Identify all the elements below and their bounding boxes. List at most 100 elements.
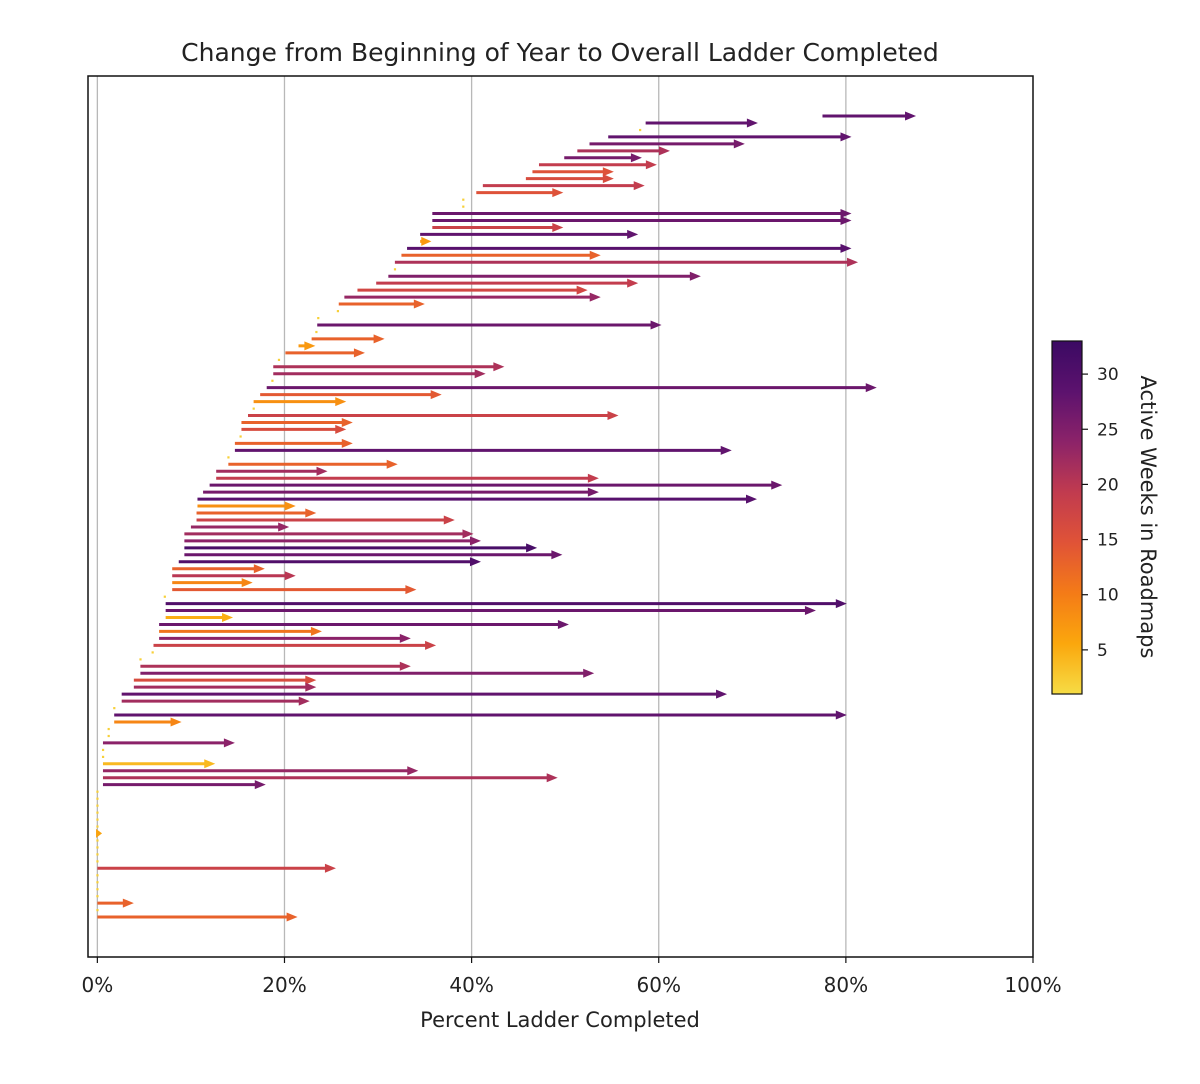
- x-tick-label: 20%: [262, 973, 306, 997]
- arrow: [315, 330, 318, 334]
- zero-change-marker: [336, 310, 340, 313]
- arrow: [538, 160, 657, 170]
- arrow: [271, 379, 274, 382]
- colorbar-tick-label: 10: [1097, 586, 1119, 606]
- arrow: [462, 198, 465, 201]
- arrow-head: [650, 320, 662, 330]
- zero-change-marker: [96, 881, 99, 884]
- arrow: [96, 790, 99, 793]
- arrow: [260, 390, 442, 400]
- arrow-head: [602, 174, 614, 184]
- arrow: [196, 515, 455, 525]
- arrow: [165, 606, 816, 616]
- arrow: [608, 132, 852, 142]
- zero-change-marker: [271, 379, 274, 382]
- zero-change-marker: [107, 727, 110, 731]
- arrow-head: [254, 780, 266, 790]
- arrow-head: [627, 229, 639, 239]
- zero-change-marker: [96, 853, 99, 856]
- arrow-head: [847, 257, 859, 267]
- arrow-head: [630, 153, 642, 163]
- arrow-head: [253, 564, 265, 574]
- arrow: [102, 773, 558, 783]
- arrow: [196, 508, 317, 518]
- arrow: [97, 898, 134, 908]
- zero-change-marker: [96, 874, 99, 877]
- arrow-head: [421, 236, 432, 246]
- arrow: [336, 310, 340, 313]
- zero-change-marker: [96, 818, 99, 821]
- arrow-head: [720, 445, 732, 455]
- zero-change-marker: [101, 755, 105, 758]
- arrow: [462, 205, 465, 208]
- arrow: [97, 912, 298, 922]
- arrow-head: [399, 633, 411, 643]
- gridlines: [96, 76, 847, 957]
- arrow-head: [430, 390, 442, 400]
- arrow: [394, 257, 859, 267]
- arrow: [311, 334, 385, 344]
- arrow-head: [474, 369, 486, 379]
- arrow: [184, 536, 481, 546]
- arrow: [476, 188, 564, 198]
- arrow: [114, 710, 847, 720]
- arrow: [577, 146, 670, 156]
- arrow: [172, 564, 265, 574]
- zero-change-marker: [277, 358, 281, 361]
- arrow-head: [840, 209, 852, 219]
- x-tick-label: 80%: [824, 973, 868, 997]
- arrow: [102, 738, 235, 748]
- arrow-head: [284, 571, 296, 581]
- arrow: [113, 707, 116, 710]
- arrow: [393, 268, 397, 271]
- arrow: [317, 316, 320, 320]
- arrow: [525, 174, 614, 184]
- zero-change-marker: [239, 435, 242, 438]
- colorbar: [1051, 340, 1083, 695]
- arrow-head: [645, 160, 657, 170]
- arrow: [190, 522, 290, 532]
- arrow: [432, 209, 852, 219]
- zero-change-marker: [96, 839, 99, 842]
- arrow: [96, 895, 99, 898]
- arrow-head: [583, 668, 595, 678]
- arrow: [234, 438, 353, 448]
- arrow: [234, 445, 732, 455]
- arrow: [101, 748, 105, 752]
- arrow: [216, 473, 599, 483]
- arrow: [96, 909, 99, 912]
- arrow: [407, 243, 852, 253]
- arrow-head: [204, 759, 216, 769]
- arrow-head: [746, 118, 758, 128]
- arrow: [482, 181, 645, 191]
- arrow: [96, 839, 99, 842]
- arrow: [96, 860, 99, 863]
- zero-change-marker: [252, 407, 255, 410]
- arrow: [388, 271, 701, 281]
- x-tick-label: 40%: [449, 973, 493, 997]
- arrow-head: [286, 912, 298, 922]
- arrow: [645, 118, 758, 128]
- arrow-head: [341, 438, 353, 448]
- arrow-head: [689, 271, 701, 281]
- arrow-head: [602, 167, 614, 177]
- zero-change-marker: [96, 804, 99, 807]
- arrow-head: [633, 181, 645, 191]
- arrow-head: [373, 334, 385, 344]
- arrow-head: [399, 661, 411, 671]
- arrow-head: [241, 578, 253, 588]
- arrow-head: [745, 494, 757, 504]
- arrow: [96, 846, 99, 849]
- arrow-head: [278, 522, 290, 532]
- arrow: [107, 727, 110, 731]
- arrow: [216, 466, 328, 476]
- colorbar-tick-label: 15: [1097, 531, 1119, 551]
- arrow: [432, 222, 564, 232]
- arrow: [203, 487, 599, 497]
- arrow: [178, 557, 481, 567]
- arrow: [140, 661, 411, 671]
- zero-change-marker: [96, 811, 99, 814]
- arrow: [140, 668, 595, 678]
- zero-change-marker: [317, 316, 320, 320]
